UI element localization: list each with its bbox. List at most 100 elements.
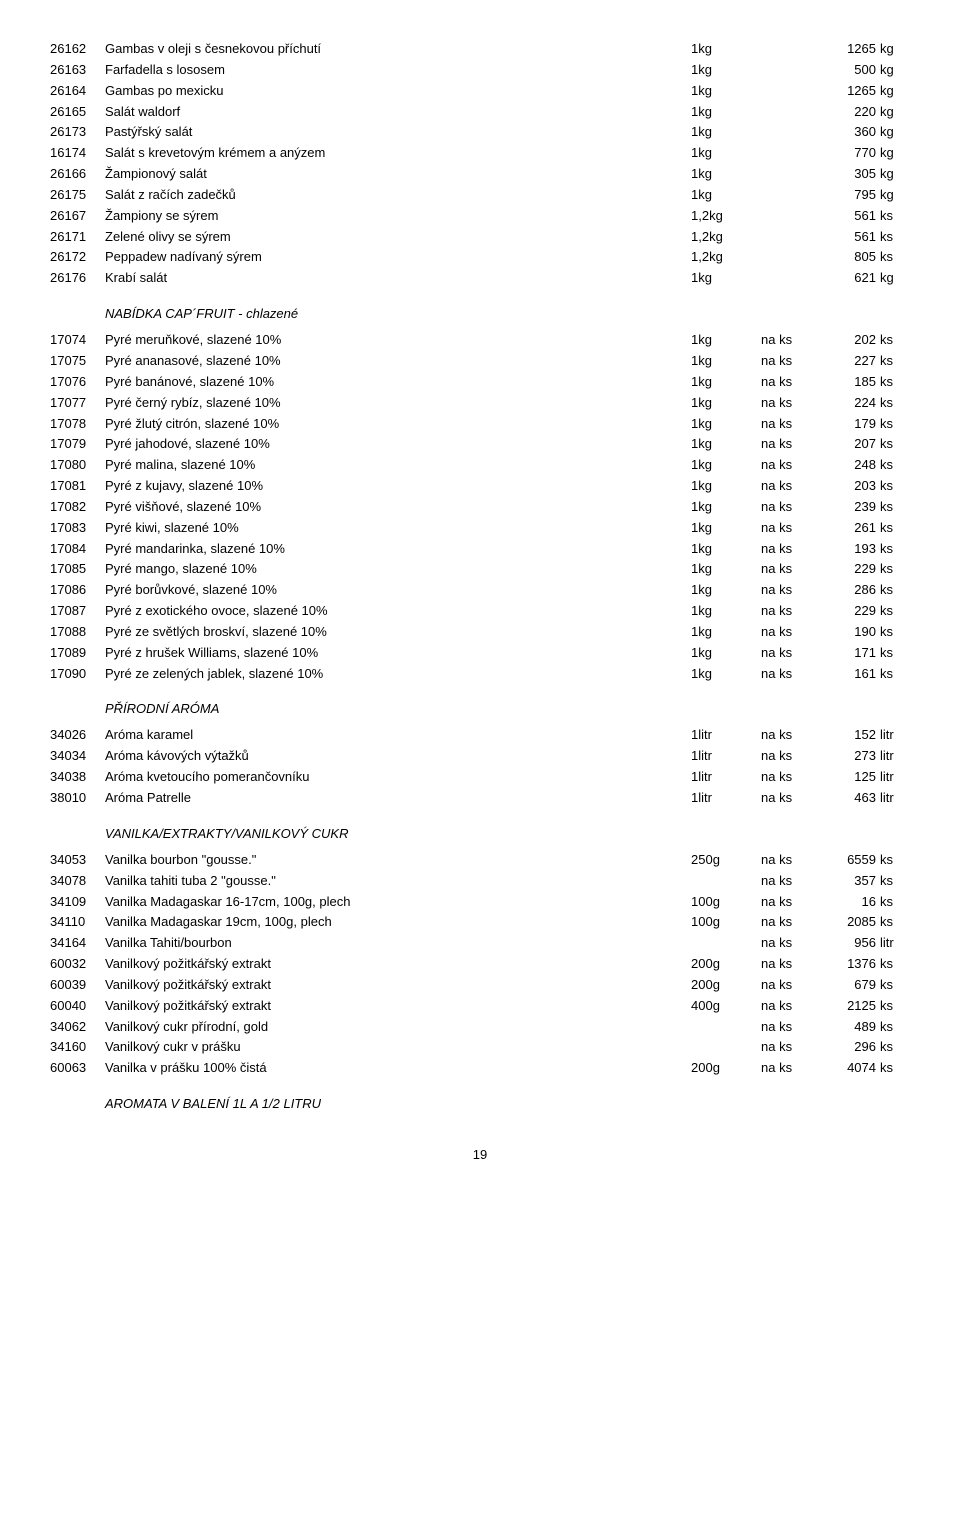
product-stock: na ks (761, 456, 821, 475)
product-row: 34062Vanilkový cukr přírodní, goldna ks4… (50, 1018, 910, 1037)
product-unit: kg (876, 61, 910, 80)
product-unit: kg (876, 269, 910, 288)
product-row: 26171Zelené olivy se sýrem1,2kg561ks (50, 228, 910, 247)
product-price: 305 (821, 165, 876, 184)
product-price: 1265 (821, 40, 876, 59)
product-name: Salát waldorf (105, 103, 691, 122)
product-stock: na ks (761, 540, 821, 559)
product-code: 26172 (50, 248, 105, 267)
product-pack: 1kg (691, 644, 761, 663)
product-code: 60039 (50, 976, 105, 995)
product-stock: na ks (761, 519, 821, 538)
product-code: 34038 (50, 768, 105, 787)
product-name: Salát z račích zadečků (105, 186, 691, 205)
product-name: Gambas v oleji s česnekovou příchutí (105, 40, 691, 59)
product-stock: na ks (761, 1018, 821, 1037)
product-code: 34034 (50, 747, 105, 766)
product-name: Vanilkový cukr v prášku (105, 1038, 691, 1057)
product-unit: ks (876, 872, 910, 891)
product-price: 261 (821, 519, 876, 538)
product-name: Aróma kávových výtažků (105, 747, 691, 766)
product-unit: ks (876, 352, 910, 371)
product-row: 34034Aróma kávových výtažků1litrna ks273… (50, 747, 910, 766)
product-price: 220 (821, 103, 876, 122)
product-name: Pastýřský salát (105, 123, 691, 142)
product-pack: 1kg (691, 581, 761, 600)
product-code: 16174 (50, 144, 105, 163)
product-row: 26166Žampionový salát1kg305kg (50, 165, 910, 184)
product-price: 489 (821, 1018, 876, 1037)
product-row: 34160Vanilkový cukr v práškuna ks296ks (50, 1038, 910, 1057)
product-price: 224 (821, 394, 876, 413)
product-stock: na ks (761, 331, 821, 350)
product-name: Vanilka Madagaskar 16-17cm, 100g, plech (105, 893, 691, 912)
product-stock: na ks (761, 498, 821, 517)
product-row: 26165Salát waldorf1kg220kg (50, 103, 910, 122)
product-unit: ks (876, 394, 910, 413)
product-price: 286 (821, 581, 876, 600)
product-name: Vanilkový požitkářský extrakt (105, 955, 691, 974)
product-pack: 250g (691, 851, 761, 870)
product-price: 500 (821, 61, 876, 80)
product-pack: 1kg (691, 373, 761, 392)
product-code: 34164 (50, 934, 105, 953)
product-price: 273 (821, 747, 876, 766)
product-name: Pyré ze zelených jablek, slazené 10% (105, 665, 691, 684)
product-row: 17076Pyré banánové, slazené 10%1kgna ks1… (50, 373, 910, 392)
product-row: 26164Gambas po mexicku1kg1265kg (50, 82, 910, 101)
product-name: Pyré mango, slazené 10% (105, 560, 691, 579)
product-price: 770 (821, 144, 876, 163)
product-row: 17087Pyré z exotického ovoce, slazené 10… (50, 602, 910, 621)
product-name: Pyré jahodové, slazené 10% (105, 435, 691, 454)
product-unit: ks (876, 415, 910, 434)
product-row: 60039Vanilkový požitkářský extrakt200gna… (50, 976, 910, 995)
product-name: Vanilkový požitkářský extrakt (105, 997, 691, 1016)
product-pack: 1kg (691, 123, 761, 142)
product-code: 17082 (50, 498, 105, 517)
product-unit: litr (876, 789, 910, 808)
product-price: 805 (821, 248, 876, 267)
product-unit: ks (876, 373, 910, 392)
product-row: 17080Pyré malina, slazené 10%1kgna ks248… (50, 456, 910, 475)
product-code: 17079 (50, 435, 105, 454)
product-name: Salát s krevetovým krémem a anýzem (105, 144, 691, 163)
product-price: 171 (821, 644, 876, 663)
product-price: 357 (821, 872, 876, 891)
product-unit: ks (876, 331, 910, 350)
product-row: 34110Vanilka Madagaskar 19cm, 100g, plec… (50, 913, 910, 932)
product-code: 38010 (50, 789, 105, 808)
product-stock: na ks (761, 789, 821, 808)
product-pack: 1kg (691, 394, 761, 413)
product-unit: kg (876, 186, 910, 205)
product-unit: litr (876, 747, 910, 766)
product-code: 17080 (50, 456, 105, 475)
product-unit: ks (876, 560, 910, 579)
product-stock: na ks (761, 893, 821, 912)
product-code: 26175 (50, 186, 105, 205)
section-header-capfruit: NABÍDKA CAP´FRUIT - chlazené (105, 306, 910, 321)
product-name: Pyré ze světlých broskví, slazené 10% (105, 623, 691, 642)
product-row: 17075Pyré ananasové, slazené 10%1kgna ks… (50, 352, 910, 371)
product-pack: 100g (691, 913, 761, 932)
product-price: 229 (821, 602, 876, 621)
product-unit: kg (876, 123, 910, 142)
product-code: 60040 (50, 997, 105, 1016)
product-price: 125 (821, 768, 876, 787)
product-price: 4074 (821, 1059, 876, 1078)
product-unit: ks (876, 581, 910, 600)
product-price: 203 (821, 477, 876, 496)
product-code: 60032 (50, 955, 105, 974)
product-pack: 1kg (691, 186, 761, 205)
product-code: 34160 (50, 1038, 105, 1057)
product-code: 17090 (50, 665, 105, 684)
product-pack: 1kg (691, 40, 761, 59)
product-unit: ks (876, 997, 910, 1016)
product-unit: ks (876, 913, 910, 932)
product-name: Pyré z kujavy, slazené 10% (105, 477, 691, 496)
product-name: Pyré višňové, slazené 10% (105, 498, 691, 517)
product-stock: na ks (761, 997, 821, 1016)
product-row: 26172Peppadew nadívaný sýrem1,2kg805ks (50, 248, 910, 267)
product-unit: ks (876, 207, 910, 226)
product-price: 16 (821, 893, 876, 912)
product-row: 26175Salát z račích zadečků1kg795kg (50, 186, 910, 205)
